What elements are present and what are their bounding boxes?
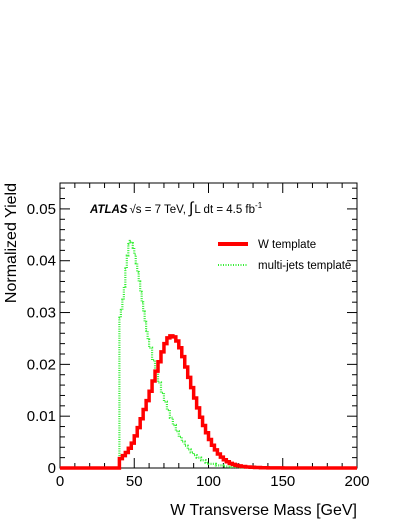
x-tick-label: 0	[56, 473, 64, 490]
legend-w-label: W template	[258, 239, 316, 251]
y-axis-title: Normalized Yield	[3, 183, 20, 303]
x-axis-title: W Transverse Mass [GeV]	[170, 502, 357, 519]
x-tick-label: 50	[126, 473, 143, 490]
svg-text:ATLAS√s = 7 TeV,∫L dt = 4.5 fb: ATLAS √s = 7 TeV, ∫L dt = 4.5 fb-1	[89, 200, 263, 217]
x-tick-label: 150	[270, 473, 295, 490]
x-tick-label: 200	[344, 473, 369, 490]
series-layer	[60, 239, 357, 470]
y-tick-label: 0.01	[27, 408, 56, 425]
plot-frame	[59, 182, 358, 469]
x-tick-label: 100	[196, 473, 221, 490]
atlas-luminosity-exp: -1	[255, 201, 263, 210]
y-tick-label: 0.02	[27, 356, 56, 373]
integral-sign: ∫	[188, 200, 195, 217]
legend: W template multi-jets template	[218, 239, 351, 272]
tick-labels: 0 50 100 150 200 0 0.01 0.02 0.03 0.04 0.05	[27, 201, 370, 490]
atlas-energy: √s = 7 TeV,	[129, 203, 186, 216]
y-tick-label: 0.05	[27, 201, 56, 218]
y-tick-label: 0	[48, 460, 56, 477]
y-tick-label: 0.04	[27, 253, 56, 270]
w-template-line	[60, 334, 357, 470]
axis-ticks	[59, 183, 358, 469]
atlas-experiment: ATLAS	[89, 204, 128, 216]
legend-multijets-label: multi-jets template	[258, 260, 351, 272]
atlas-luminosity: L dt = 4.5 fb	[194, 204, 255, 216]
y-tick-label: 0.03	[27, 305, 56, 322]
atlas-label: ATLAS √s = 7 TeV, ∫L dt = 4.5 fb-1	[89, 200, 263, 217]
